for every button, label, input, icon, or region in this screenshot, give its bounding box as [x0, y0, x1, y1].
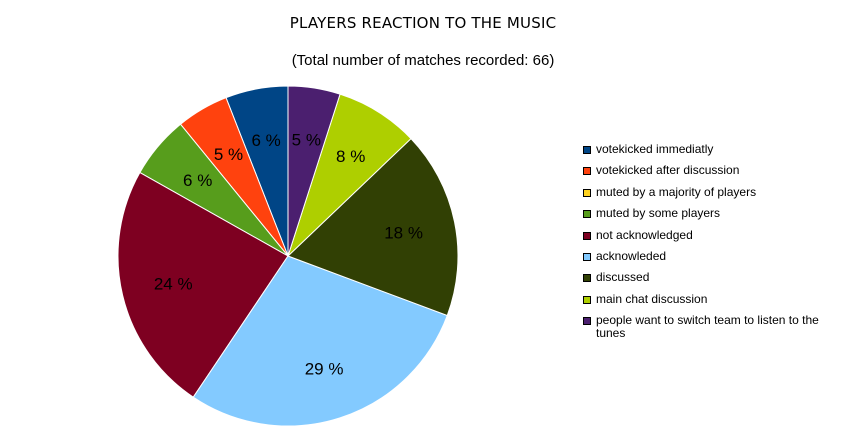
legend-swatch — [583, 210, 591, 219]
legend-swatch — [583, 167, 591, 176]
slice-label: 5 % — [292, 130, 321, 149]
legend-label: acknowleded — [596, 248, 667, 263]
legend-swatch — [583, 317, 591, 326]
legend-label: votekicked immediatly — [596, 142, 714, 156]
legend-item: discussed — [583, 269, 845, 290]
pie-slice — [192, 255, 448, 427]
chart-title: PLAYERS REACTION TO THE MUSIC — [289, 14, 557, 32]
legend-item: muted by a majority of players — [583, 184, 845, 205]
legend-label: people want to switch team to listen to … — [596, 313, 819, 340]
legend-swatch — [583, 231, 591, 240]
legend-swatch — [583, 274, 591, 283]
legend-swatch — [583, 146, 591, 154]
pie-slice — [287, 85, 341, 257]
legend-swatch — [583, 188, 591, 197]
legend-item: people want to switch team to listen to … — [583, 312, 845, 339]
chart-subtitle: (Total number of matches recorded: 66) — [291, 52, 555, 69]
pie-labels: 6 %5 %6 %24 %29 %18 %8 %5 % — [154, 130, 423, 378]
slice-label: 24 % — [154, 274, 193, 293]
legend-label: muted by some players — [596, 206, 721, 221]
slice-label: 6 % — [251, 131, 280, 150]
legend-swatch — [583, 252, 591, 261]
legend-label: not acknowledged — [596, 227, 693, 242]
slice-label: 18 % — [384, 223, 423, 242]
legend-item: main chat discussion — [583, 291, 845, 312]
legend-item: votekicked after discussion — [583, 162, 845, 183]
legend-label: discussed — [596, 270, 650, 285]
legend-item: muted by some players — [583, 205, 845, 226]
slice-label: 6 % — [183, 171, 212, 190]
legend-swatch — [583, 295, 591, 304]
legend-item: not acknowledged — [583, 227, 845, 248]
legend-item: votekicked immediatly — [583, 141, 845, 162]
legend-label: votekicked after discussion — [596, 163, 740, 178]
pie-slice — [117, 171, 289, 398]
legend-label: main chat discussion — [596, 291, 708, 306]
legend-label: muted by a majority of players — [596, 184, 757, 199]
pie-slices — [117, 85, 459, 427]
slice-label: 5 % — [214, 145, 243, 164]
legend-item: acknowleded — [583, 248, 845, 269]
pie-slice — [287, 137, 459, 317]
slice-label: 8 % — [336, 147, 365, 166]
chart-legend: votekicked immediatly votekicked after di… — [583, 141, 845, 339]
slice-label: 29 % — [305, 359, 344, 378]
